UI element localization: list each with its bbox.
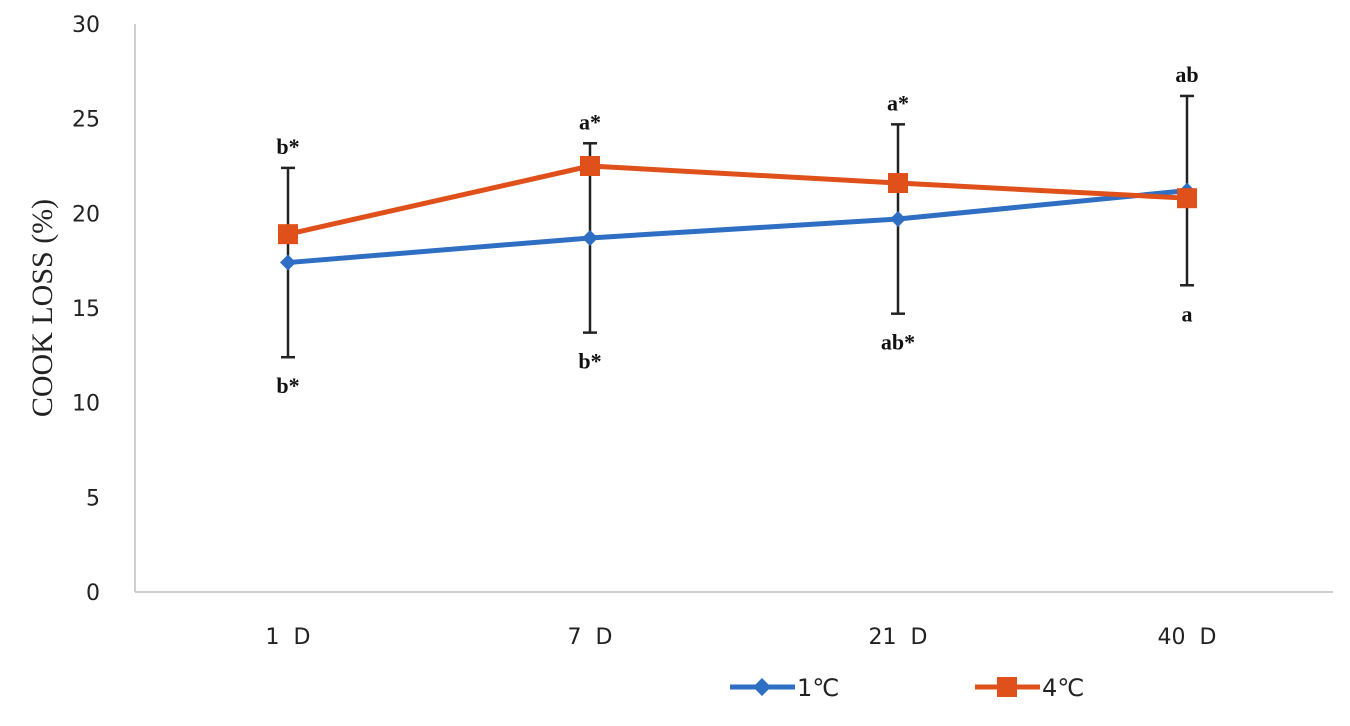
data-point-2 xyxy=(580,156,600,176)
y-tick-label: 10 xyxy=(72,392,100,417)
data-point-2 xyxy=(888,173,908,194)
series-markers xyxy=(278,156,1197,271)
data-point-1 xyxy=(890,211,906,228)
x-tick-label: 21 D xyxy=(869,625,928,650)
y-tick-label: 5 xyxy=(86,486,100,511)
significance-label: a xyxy=(1182,301,1193,326)
y-tick-label: 0 xyxy=(86,581,100,606)
y-tick-label: 30 xyxy=(72,13,100,38)
significance-label: ab* xyxy=(881,330,915,355)
x-tick-label: 40 D xyxy=(1158,625,1217,650)
legend-marker-1 xyxy=(753,678,771,696)
significance-annotations: b*b*ab*ab*a*a*ab xyxy=(276,62,1198,398)
significance-label: b* xyxy=(578,349,601,374)
x-tick-label: 7 D xyxy=(568,625,613,650)
series-lines xyxy=(287,163,1188,266)
series-line-1 xyxy=(287,188,1188,266)
y-axis-label: COOK LOSS (%) xyxy=(26,199,59,417)
axes xyxy=(134,24,1333,593)
y-tick-label: 25 xyxy=(72,108,100,133)
data-point-1 xyxy=(582,229,598,246)
legend: 1℃ 4℃ xyxy=(730,674,1084,702)
legend-label-2: 4℃ xyxy=(1042,674,1084,702)
data-point-2 xyxy=(1177,188,1197,209)
legend-marker-2 xyxy=(997,677,1017,697)
significance-label: b* xyxy=(276,373,299,398)
significance-label: a* xyxy=(887,90,909,115)
significance-label: a* xyxy=(579,109,601,134)
y-tick-label: 20 xyxy=(72,202,100,227)
legend-label-1: 1℃ xyxy=(797,674,839,702)
significance-label: ab xyxy=(1175,62,1198,87)
x-tick-label: 1 D xyxy=(266,625,311,650)
data-point-2 xyxy=(278,224,298,245)
series-line-2 xyxy=(287,163,1188,237)
x-tick-labels: 1 D 7 D 21 D 40 D xyxy=(266,625,1217,650)
y-tick-label: 15 xyxy=(72,297,100,322)
y-tick-labels: 0 5 10 15 20 25 30 xyxy=(72,13,100,606)
significance-label: b* xyxy=(276,134,299,159)
data-point-1 xyxy=(280,254,296,271)
